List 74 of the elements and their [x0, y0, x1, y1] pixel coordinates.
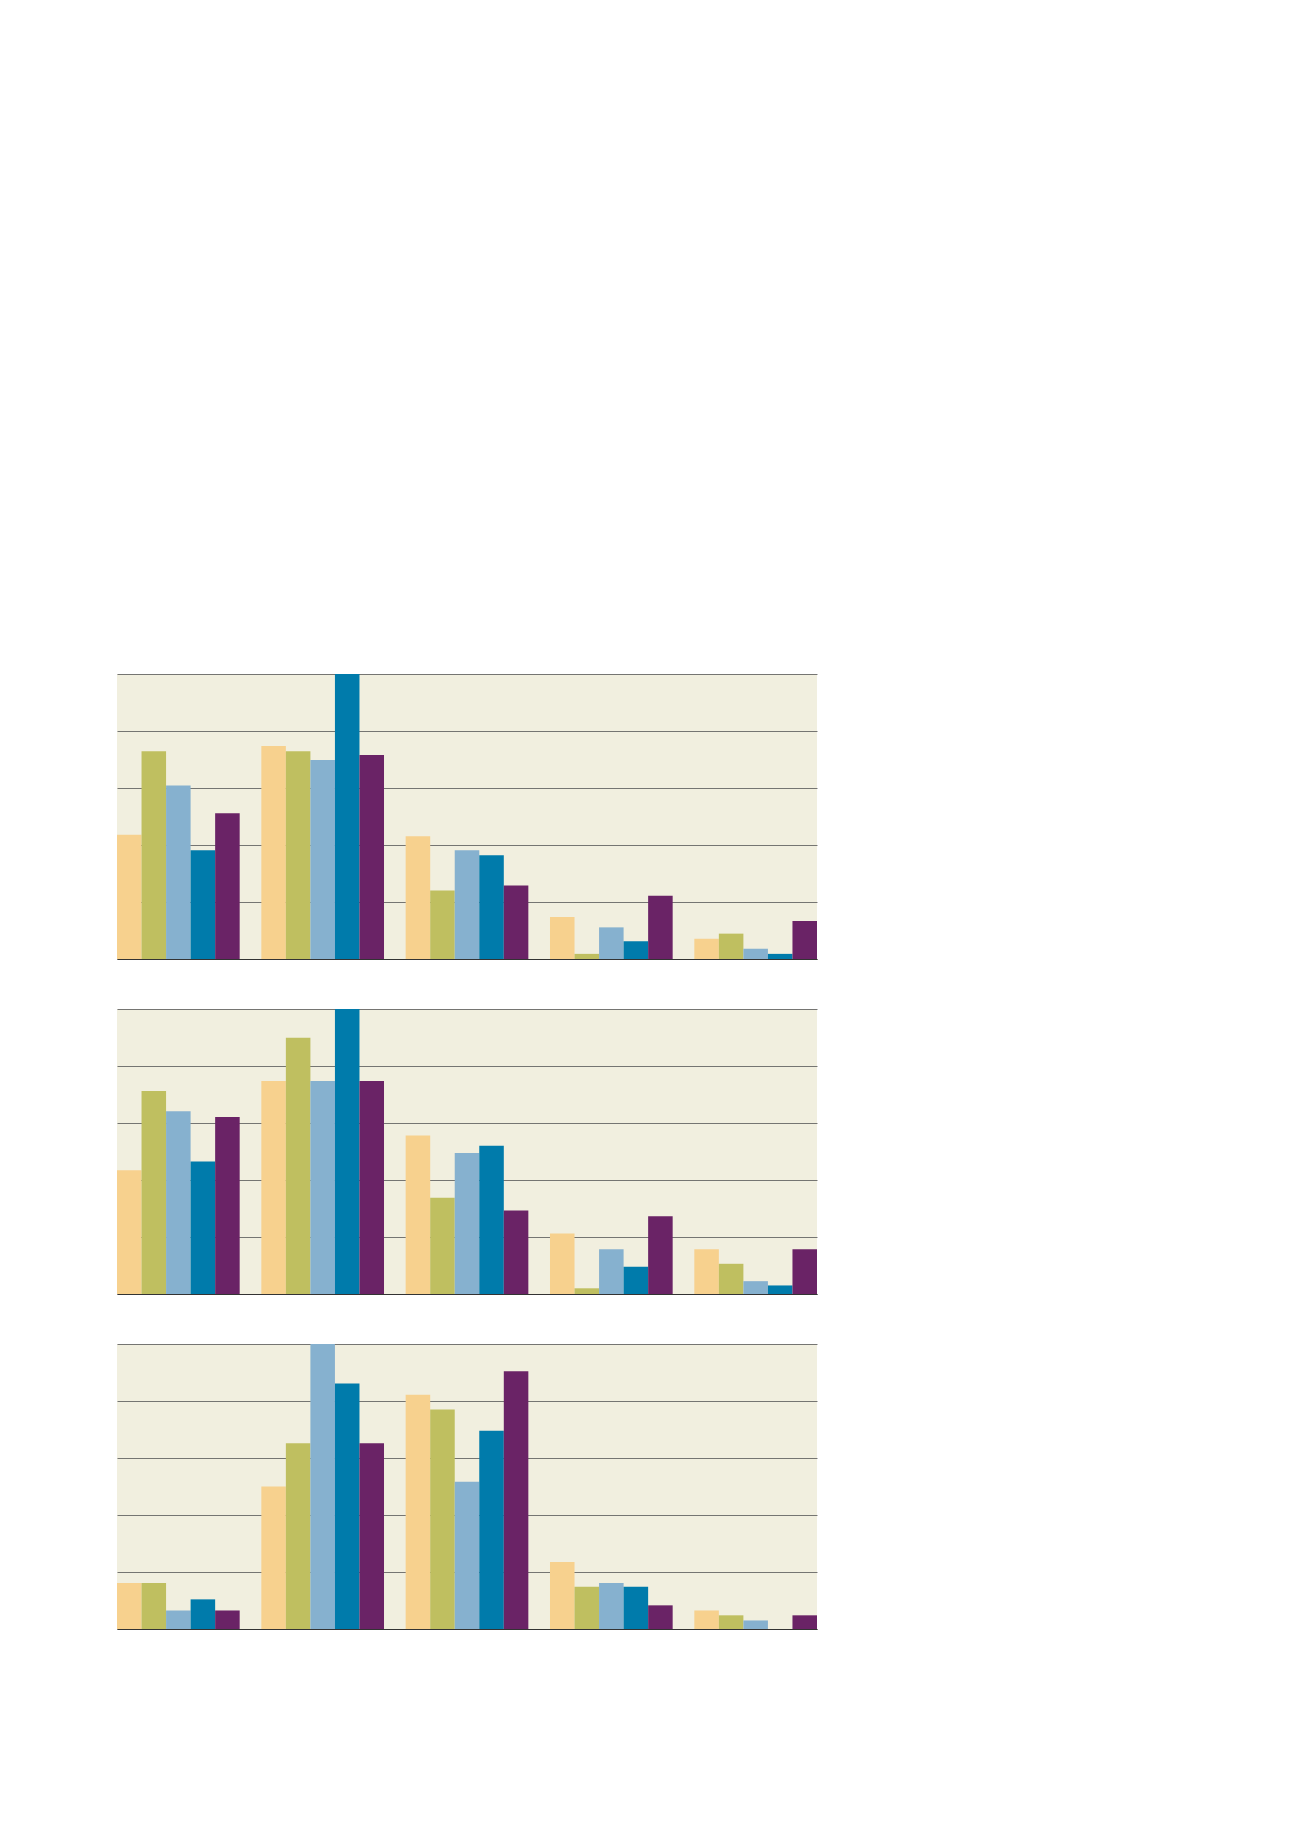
bar — [549, 1562, 575, 1629]
bar — [694, 1610, 719, 1629]
bar — [310, 760, 335, 959]
bar — [359, 754, 385, 959]
bar — [141, 751, 167, 959]
bar — [623, 1586, 649, 1629]
bar — [574, 953, 600, 959]
bar — [215, 813, 240, 959]
bar — [479, 1145, 504, 1294]
bar — [694, 938, 719, 959]
bar — [166, 1111, 191, 1294]
bar — [792, 1249, 817, 1294]
bar — [479, 1430, 504, 1629]
bar — [285, 1443, 311, 1629]
bar — [599, 1583, 624, 1629]
bar — [792, 921, 817, 959]
bar — [718, 1263, 744, 1294]
bar — [261, 1486, 286, 1629]
bar — [767, 953, 793, 959]
bar — [574, 1586, 600, 1629]
bar — [743, 948, 768, 959]
bar — [405, 836, 431, 959]
bar — [310, 1081, 335, 1294]
bar — [648, 895, 673, 959]
bar — [117, 1583, 142, 1629]
bar — [261, 746, 286, 959]
bar — [743, 1620, 768, 1629]
bar — [648, 1605, 673, 1629]
bar — [599, 1249, 624, 1294]
bar — [405, 1394, 431, 1629]
bar — [718, 1615, 744, 1629]
bar — [215, 1117, 240, 1294]
bar — [117, 1170, 142, 1294]
bar — [285, 751, 311, 959]
bar — [694, 1249, 719, 1294]
bar — [141, 1583, 167, 1629]
bar — [190, 850, 216, 959]
bar — [430, 890, 455, 959]
bar — [190, 1161, 216, 1294]
bar — [334, 674, 360, 959]
bar — [743, 1281, 768, 1294]
bar — [359, 1443, 385, 1629]
bar — [454, 1481, 480, 1629]
bar — [359, 1081, 385, 1294]
bar — [285, 1037, 311, 1294]
bar — [334, 1009, 360, 1294]
bar — [549, 1233, 575, 1294]
bar — [141, 1091, 167, 1294]
bar — [454, 1152, 480, 1294]
bar — [549, 917, 575, 959]
bar — [334, 1383, 360, 1629]
bar — [718, 933, 744, 959]
bar — [767, 1285, 793, 1294]
bar — [479, 855, 504, 959]
bar — [117, 834, 142, 959]
bar — [261, 1081, 286, 1294]
bar — [166, 785, 191, 959]
bar — [430, 1409, 455, 1629]
bar — [503, 885, 529, 959]
bar — [503, 1210, 529, 1294]
bar — [623, 941, 649, 959]
bar — [405, 1135, 431, 1294]
bar — [503, 1371, 529, 1629]
bar — [190, 1599, 216, 1629]
bar — [574, 1288, 600, 1294]
bar — [648, 1216, 673, 1294]
bar — [215, 1610, 240, 1629]
bar — [310, 1344, 335, 1629]
bar — [454, 850, 480, 959]
bar — [623, 1266, 649, 1294]
bar — [430, 1197, 455, 1294]
bar — [599, 927, 624, 959]
bar — [792, 1615, 817, 1629]
bar — [166, 1610, 191, 1629]
